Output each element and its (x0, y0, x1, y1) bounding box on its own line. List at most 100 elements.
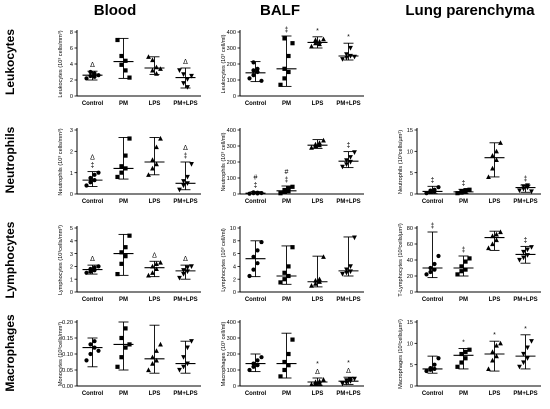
y-tick-label: 0 (70, 94, 73, 100)
data-point (189, 162, 194, 167)
y-axis-label: Macrophages (10³cells/µm²) (398, 319, 404, 389)
data-point (352, 150, 357, 155)
data-point (348, 377, 353, 383)
data-point (247, 273, 252, 279)
data-point (494, 237, 499, 243)
data-point (455, 272, 460, 277)
group-control (245, 239, 266, 279)
data-point (154, 161, 159, 167)
y-tick-label: 100 (227, 368, 236, 374)
data-point (185, 77, 190, 82)
x-tick-label: PM (282, 391, 291, 397)
x-tick-label: PM (119, 199, 128, 205)
data-point (286, 273, 291, 279)
data-point (84, 358, 89, 363)
significance-marker: * (316, 361, 319, 368)
group-pm: ‡ (453, 180, 474, 196)
group-pm-lps: Δ (175, 256, 196, 281)
x-tick-label: PM+LPS (336, 391, 360, 397)
data-point (352, 376, 357, 382)
x-tick-label: Control (82, 199, 104, 205)
y-tick-label: 2 (70, 78, 73, 84)
data-point (517, 188, 522, 194)
data-point (251, 68, 256, 73)
data-point (486, 174, 491, 180)
data-point (463, 188, 468, 193)
data-point (158, 66, 163, 71)
y-tick-label: 0.20 (62, 320, 73, 326)
data-point (290, 245, 295, 250)
data-point (348, 53, 353, 59)
data-point (517, 364, 522, 370)
significance-marker: Δ (90, 62, 95, 69)
data-point (255, 363, 260, 368)
group-control (245, 60, 266, 83)
data-point (344, 378, 349, 383)
data-point (181, 268, 186, 273)
group-lps: Δ (144, 252, 165, 278)
data-point (317, 41, 322, 47)
data-point (348, 269, 353, 275)
data-point (154, 348, 159, 353)
significance-marker: # (285, 169, 289, 176)
y-tick-label: 80 (407, 226, 413, 232)
data-point (428, 269, 433, 275)
data-point (459, 189, 464, 194)
x-tick-label: PM (282, 101, 291, 107)
data-point (490, 241, 495, 247)
significance-marker: ‡ (431, 177, 435, 184)
group-pm: #‡ (276, 169, 297, 196)
data-point (119, 170, 124, 175)
data-point (313, 40, 318, 46)
data-point (96, 170, 101, 175)
data-point (521, 184, 526, 189)
data-point (115, 174, 120, 180)
data-point (119, 53, 124, 59)
y-tick-label: 5 (410, 363, 413, 369)
row-title-leukocytes: Leukocytes (3, 28, 17, 96)
data-point (92, 71, 97, 76)
y-tick-label: 0 (233, 290, 236, 296)
data-point (150, 57, 155, 63)
data-point (181, 72, 186, 77)
data-point (251, 254, 256, 259)
group-pm: ‡ (276, 27, 297, 87)
y-tick-label: 200 (227, 62, 236, 68)
data-point (146, 54, 151, 59)
group-pm: ‡ (453, 247, 474, 277)
group-pm-lps: * (515, 326, 536, 370)
data-point (348, 264, 353, 269)
group-lps (307, 254, 328, 288)
data-point (150, 354, 155, 360)
data-point (185, 345, 190, 351)
data-point (494, 157, 499, 162)
data-point (185, 361, 190, 367)
data-point (150, 67, 155, 73)
data-point (177, 187, 182, 193)
data-point (282, 367, 287, 373)
data-point (251, 73, 256, 78)
data-point (344, 158, 349, 163)
x-tick-label: Control (245, 199, 267, 205)
data-point (119, 335, 124, 341)
significance-marker: ‡ (524, 176, 528, 183)
x-tick-label: LPS (149, 101, 161, 107)
data-point (459, 351, 464, 357)
y-tick-label: 300 (227, 144, 236, 150)
group-pm-lps: ‡ (338, 143, 359, 170)
group-control (245, 353, 266, 373)
data-point (189, 264, 194, 269)
group-pm-lps: Δ (175, 59, 196, 90)
data-point (428, 188, 433, 193)
data-point (529, 245, 534, 250)
significance-marker: Δ (152, 252, 157, 259)
group-pm-lps: ‡ (515, 237, 536, 264)
group-lps: * (307, 28, 328, 49)
y-tick-label: 3 (70, 128, 73, 134)
data-point (467, 187, 472, 192)
data-point (127, 342, 132, 347)
data-point (127, 75, 132, 80)
data-point (286, 351, 291, 357)
group-pm (113, 321, 134, 371)
data-point (321, 254, 326, 259)
